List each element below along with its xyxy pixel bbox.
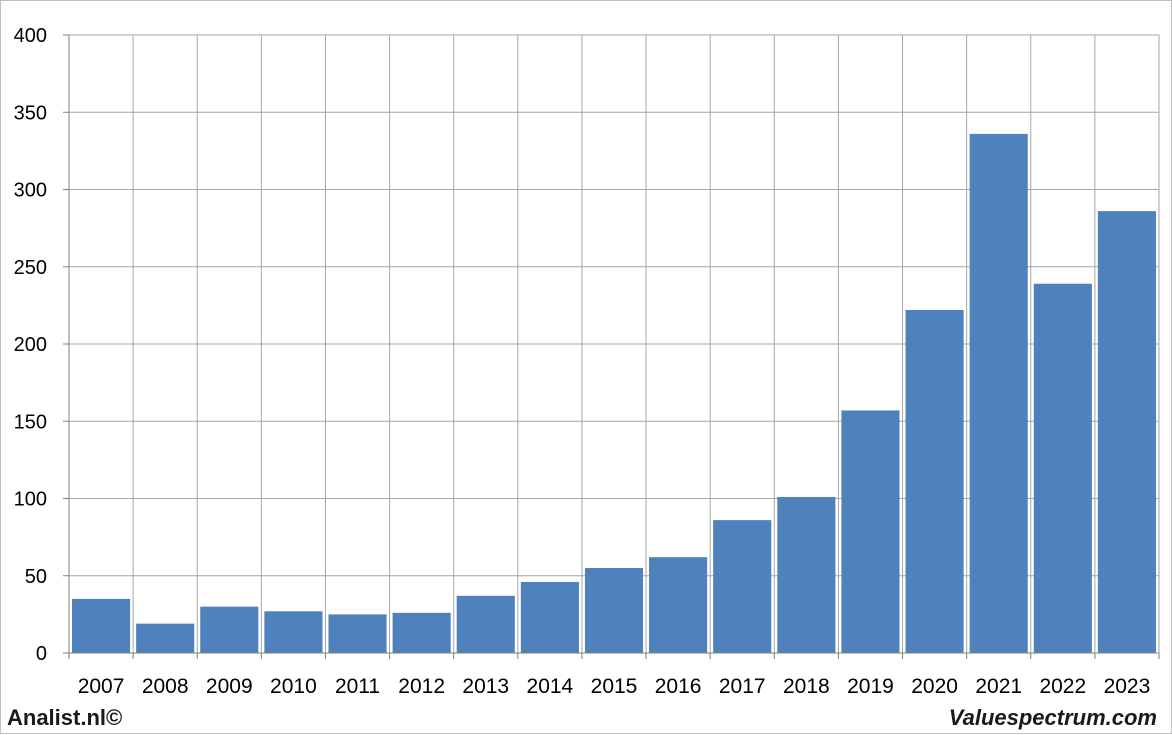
x-tick-label: 2020 bbox=[911, 675, 958, 698]
y-tick-label: 400 bbox=[14, 25, 47, 47]
x-tick-label: 2022 bbox=[1039, 675, 1086, 698]
axes bbox=[63, 34, 1160, 659]
x-tick-label: 2019 bbox=[847, 675, 894, 698]
bar-2016 bbox=[649, 557, 708, 653]
bar-2020 bbox=[905, 310, 964, 653]
bar-2019 bbox=[841, 410, 900, 653]
bar-2008 bbox=[136, 623, 195, 653]
tick-labels: 0 50 100 150 200 250 300 350 400 2007 2008 2009 2010… bbox=[14, 25, 1151, 698]
bars bbox=[72, 133, 1156, 653]
y-tick-label: 250 bbox=[14, 257, 47, 279]
x-tick-label: 2007 bbox=[78, 675, 125, 698]
x-tick-label: 2010 bbox=[270, 675, 317, 698]
bar-2009 bbox=[200, 606, 259, 653]
y-tick-label: 50 bbox=[25, 566, 47, 588]
x-tick-label: 2008 bbox=[142, 675, 189, 698]
bar-2022 bbox=[1033, 283, 1092, 653]
x-tick-label: 2011 bbox=[335, 675, 380, 698]
y-tick-label: 100 bbox=[14, 489, 47, 511]
x-tick-label: 2014 bbox=[527, 675, 574, 698]
y-tick-label: 300 bbox=[14, 180, 47, 202]
x-tick-label: 2012 bbox=[398, 675, 445, 698]
y-tick-label: 0 bbox=[36, 643, 47, 665]
bar-2021 bbox=[969, 133, 1028, 653]
source-credit: Analist.nl© bbox=[7, 705, 123, 730]
bar-2007 bbox=[72, 598, 131, 653]
x-tick-label: 2009 bbox=[206, 675, 253, 698]
x-tick-label: 2015 bbox=[591, 675, 638, 698]
bar-2011 bbox=[328, 614, 387, 653]
bar-2023 bbox=[1097, 211, 1156, 653]
bar-2015 bbox=[584, 568, 644, 653]
bar-2018 bbox=[777, 496, 836, 653]
bar-2012 bbox=[392, 612, 451, 653]
bar-2017 bbox=[713, 520, 772, 653]
y-tick-label: 200 bbox=[14, 334, 47, 356]
x-tick-label: 2017 bbox=[719, 675, 766, 698]
y-tick-label: 350 bbox=[14, 102, 47, 124]
data-provider-credit: Valuespectrum.com bbox=[948, 705, 1157, 730]
x-tick-label: 2016 bbox=[655, 675, 702, 698]
x-tick-label: 2023 bbox=[1104, 675, 1151, 698]
gridlines bbox=[69, 34, 1160, 654]
bar-2013 bbox=[456, 595, 515, 653]
x-tick-label: 2021 bbox=[975, 675, 1022, 698]
bar-2014 bbox=[520, 581, 579, 653]
x-tick-label: 2018 bbox=[783, 675, 830, 698]
x-tick-label: 2013 bbox=[462, 675, 509, 698]
y-tick-label: 150 bbox=[14, 411, 47, 433]
bar-2010 bbox=[264, 611, 323, 653]
